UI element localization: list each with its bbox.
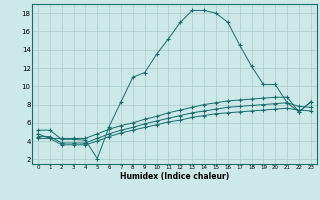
X-axis label: Humidex (Indice chaleur): Humidex (Indice chaleur) <box>120 172 229 181</box>
